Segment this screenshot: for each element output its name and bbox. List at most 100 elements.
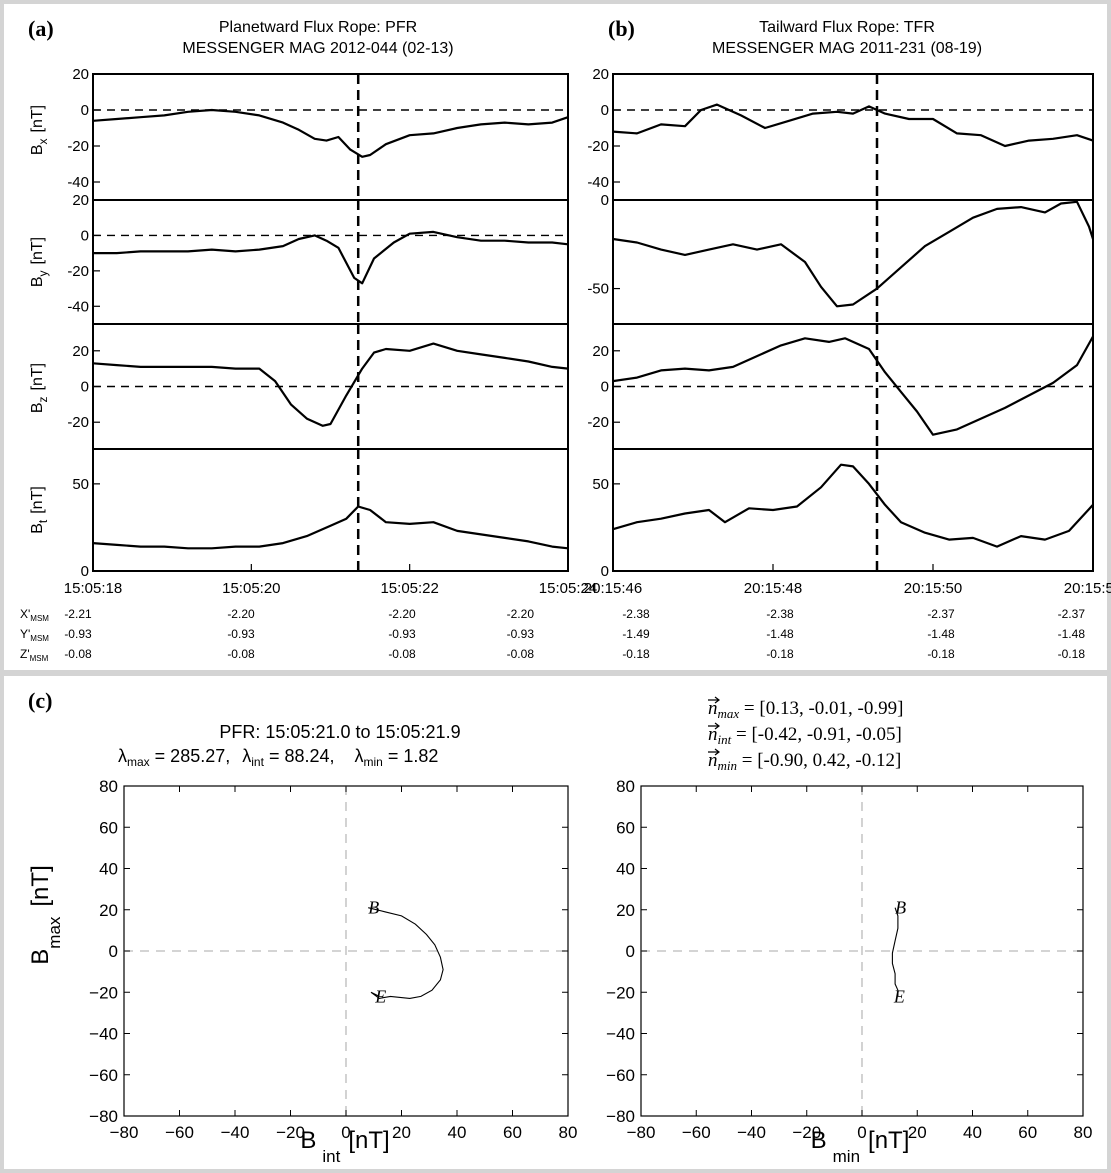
hodo-xtick-label: −40 (737, 1123, 766, 1142)
panel-b-title-2: MESSENGER MAG 2011-231 (08-19) (712, 40, 982, 57)
ytick-label-b_bz: 20 (592, 343, 609, 360)
hodo-end-marker: E (893, 986, 905, 1006)
coord-value-b: -1.49 (622, 627, 650, 641)
hodo-ytick-label: −20 (89, 983, 118, 1002)
ytick-label-a_bz: -20 (67, 414, 89, 431)
bx-label-main: B (29, 144, 46, 155)
coord-value-b: -0.18 (927, 647, 955, 661)
ytick-label-a_bt: 0 (81, 563, 89, 580)
coord-value-a: -2.20 (388, 607, 416, 621)
hodo-ytick-label: 0 (109, 942, 118, 961)
hodo-x1-label: Bint [nT] (300, 1127, 389, 1166)
hodo-ytick-label: 40 (616, 860, 635, 879)
n-min-line: nmin = [-0.90, 0.42, -0.12] (708, 750, 901, 773)
ytick-label-a_bx: 0 (81, 102, 89, 119)
lambda-max-symbol: λ (118, 746, 127, 766)
ytick-label-b_by: 0 (601, 192, 609, 209)
hodo-xtick-label: −20 (792, 1123, 821, 1142)
n-min-value: = [-0.90, 0.42, -0.12] (737, 750, 901, 771)
hodo-ytick-label: −40 (606, 1025, 635, 1044)
series-line-a_bz (92, 342, 569, 427)
bz-label-sub: z (36, 396, 50, 402)
series-line-a_bx (92, 108, 569, 158)
ytick-label-b_bx: -40 (587, 174, 609, 191)
xtick-label-b_bt: 20:15:48 (744, 580, 802, 597)
lambda-max-value: = 285.27, (150, 746, 231, 766)
hodo-xtick-label: 60 (1018, 1123, 1037, 1142)
hodo-ytick-label: −80 (89, 1107, 118, 1126)
series-line-a_by (93, 230, 569, 285)
lambda-int-symbol: λ (242, 746, 251, 766)
hodo-xtick-label: 80 (559, 1123, 578, 1142)
lambda-max-sub: max (127, 755, 150, 769)
ytick-label-b_bx: 0 (601, 102, 609, 119)
plot-frame-b_bx (612, 73, 1094, 201)
coord-value-b: -0.18 (766, 647, 794, 661)
hodo-x2-sub: min (833, 1147, 860, 1166)
plot-frame-a_by (92, 199, 569, 325)
xtick-label-b_bt: 20:15:50 (904, 580, 962, 597)
series-line-b_bx (612, 103, 1094, 148)
hodo-xtick-label: 0 (857, 1123, 866, 1142)
coord-value-b: -1.48 (766, 627, 794, 641)
hodo-xtick-label: 80 (1074, 1123, 1093, 1142)
ytick-label-a_bx: -20 (67, 138, 89, 155)
bt-label-main: B (29, 523, 46, 534)
coord-value-b: -2.37 (1058, 607, 1086, 621)
svg-text:Bt[nT]: Bt [nT] (29, 486, 50, 534)
hodo-xtick-label: 40 (448, 1123, 467, 1142)
hodo-xtick-label: −40 (221, 1123, 250, 1142)
plot-frame-a_bz (92, 323, 569, 450)
coord-value-a: -0.08 (388, 647, 416, 661)
vector-arrow-max (708, 696, 720, 704)
n-min-sub: min (718, 758, 738, 773)
hodo-x2-unit: [nT] (868, 1127, 909, 1154)
hodo-xtick-label: −60 (682, 1123, 711, 1142)
xtick-label-a_bt: 15:05:22 (380, 580, 438, 597)
coord-value-a: -2.20 (227, 607, 255, 621)
ytick-label-a_bt: 50 (72, 476, 89, 493)
hodo-y-unit: [nT] (27, 865, 54, 906)
hodo-xtick-label: 60 (503, 1123, 522, 1142)
ytick-label-b_bz: -20 (587, 414, 609, 431)
bx-label-sub: x (36, 138, 50, 144)
plot-frame-a_bx (92, 73, 569, 201)
spacecraft-coordinates: X'MSM Y'MSM Z'MSM -2.21 -2.20 -2.20 -2.20 -0.93… (20, 607, 1085, 663)
svg-text:Bx[nT]: Bx [nT] (29, 105, 50, 155)
hodo-xtick-label: 20 (908, 1123, 927, 1142)
coord-value-b: -0.18 (622, 647, 650, 661)
n-int-symbol: n (708, 724, 718, 745)
ytick-label-a_by: -40 (67, 298, 89, 315)
bz-label-main: B (29, 402, 46, 413)
ytick-label-a_by: 20 (72, 192, 89, 209)
n-max-line: nmax = [0.13, -0.01, -0.99] (708, 698, 903, 721)
xtick-label-a_bt: 15:05:18 (64, 580, 122, 597)
n-int-line: nint = [-0.42, -0.91, -0.05] (708, 724, 902, 747)
hodo-xtick-label: −60 (165, 1123, 194, 1142)
hodogram-trace-hodo_int_max (368, 907, 444, 999)
hodo-ytick-label: −20 (606, 983, 635, 1002)
lambda-min-value: = 1.82 (383, 746, 439, 766)
pfr-interval-title: PFR: 15:05:21.0 to 15:05:21.9 (219, 722, 460, 742)
hodo-start-marker: B (895, 898, 906, 918)
ytick-label-a_by: -20 (67, 263, 89, 280)
coord-value-b: -1.48 (1058, 627, 1086, 641)
hodo-ytick-label: −80 (606, 1107, 635, 1126)
hodo-ytick-label: −40 (89, 1025, 118, 1044)
bt-label-sub: t (36, 519, 50, 523)
xtick-label-a_bt: 15:05:20 (222, 580, 280, 597)
hodo-ytick-label: 40 (99, 860, 118, 879)
series-line-b_bt (612, 463, 1094, 548)
xtick-label-a_bt: 15:05:24 (539, 580, 597, 597)
panel-a-title-2: MESSENGER MAG 2012-044 (02-13) (182, 40, 453, 57)
lambda-int-sub: int (251, 755, 264, 769)
coord-row-label-z: Z'MSM (20, 647, 49, 663)
panel-a-title-1: Planetward Flux Rope: PFR (219, 19, 417, 36)
coord-row-label-x: X'MSM (20, 607, 49, 623)
hodo-end-marker: E (374, 986, 386, 1006)
bx-label-unit: [nT] (29, 105, 46, 133)
coord-value-a: -0.08 (227, 647, 255, 661)
ytick-label-b_bx: -20 (587, 138, 609, 155)
ytick-label-a_bz: 0 (81, 379, 89, 396)
series-lines (92, 103, 1095, 999)
